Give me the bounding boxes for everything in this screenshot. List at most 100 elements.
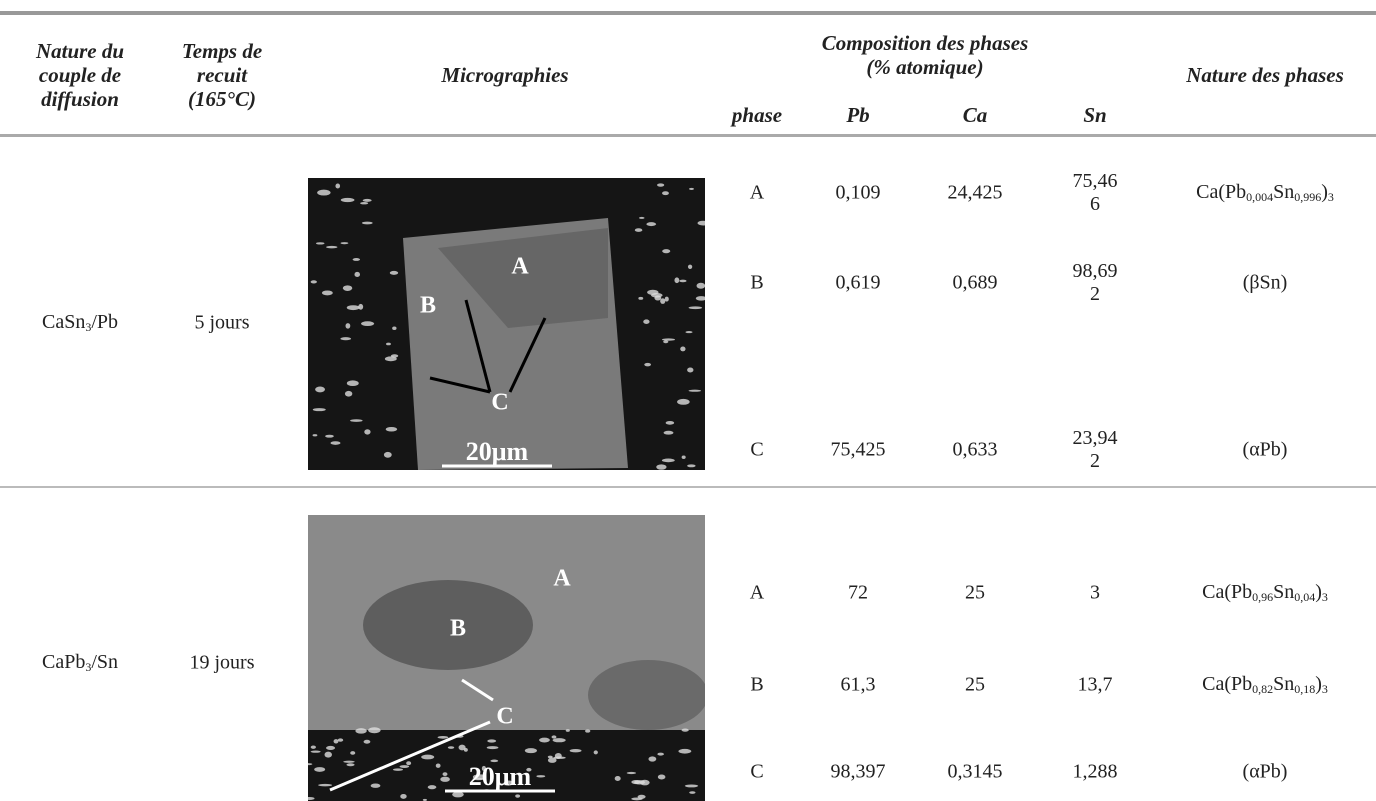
micrograph-speck: [315, 386, 326, 393]
micrograph-speck: [363, 739, 371, 744]
subscript: 0,04: [1294, 590, 1316, 605]
micrograph: A B C 20μm: [308, 515, 705, 801]
micrograph-speck: [647, 289, 659, 295]
micrograph-speck: [638, 296, 644, 300]
micrograph-speck: [385, 426, 398, 432]
cell-phase: C: [750, 760, 764, 783]
micrograph-speck: [637, 794, 646, 799]
cell-pb: 0,109: [835, 181, 881, 204]
couple: CaSn3/Pb: [42, 311, 118, 335]
header-temps-line: Temps de: [181, 38, 263, 63]
micrograph-speck: [678, 748, 692, 754]
micrograph-speck: [515, 794, 521, 798]
micrograph-speck: [326, 745, 336, 751]
micrograph-speck: [593, 750, 598, 755]
arrow: [464, 299, 492, 393]
micrograph-speck: [687, 367, 694, 373]
micrograph-speck: [361, 221, 373, 225]
cell-sn: 13,7: [1077, 673, 1113, 696]
cell-pb: 98,397: [830, 760, 886, 783]
micrograph-speck: [657, 183, 665, 187]
scale-bar-label: 20μm: [466, 437, 529, 466]
cell-sn: 23,942: [1072, 427, 1118, 472]
micrograph-speck: [343, 760, 355, 763]
formula-text: Ca(Pb: [1202, 673, 1253, 696]
micrograph-speck: [643, 319, 650, 324]
cell-ca: 0,689: [952, 271, 998, 294]
cell-phase: B: [750, 673, 764, 696]
header-composition-line: (% atomique): [866, 55, 984, 79]
top-rule: [0, 11, 1376, 15]
micrograph-speck: [688, 389, 702, 392]
micrograph-label: B: [450, 616, 466, 642]
cell-sn: 3: [1090, 581, 1100, 604]
cell-ca: 25: [965, 673, 985, 696]
formula-text: Sn: [1273, 181, 1295, 204]
subscript: 3: [85, 660, 92, 675]
micrograph-speck: [383, 451, 392, 458]
header-pb: Pb: [846, 102, 870, 127]
formula-text: CaSn: [41, 311, 86, 334]
formula-text: (αPb): [1242, 438, 1288, 461]
micrograph-speck: [660, 298, 666, 304]
micrograph-speck: [626, 771, 637, 775]
cell-ca: 0,633: [952, 438, 998, 461]
micrograph-speck: [346, 380, 359, 387]
micrograph-speck: [662, 191, 669, 196]
row-rule: [0, 486, 1376, 488]
subscript: 0,18: [1294, 682, 1316, 697]
nature: (αPb): [1243, 761, 1288, 784]
micrograph-speck: [551, 735, 557, 739]
formula-text: CaPb: [41, 651, 86, 674]
micrograph-dark: [308, 730, 705, 801]
arrow: [329, 720, 491, 792]
micrograph-speck: [354, 271, 361, 278]
micrograph-speck: [326, 245, 338, 249]
formula-text: Ca(Pb: [1196, 181, 1247, 204]
micrograph-speck: [310, 745, 316, 749]
micrograph-speck: [689, 187, 694, 190]
micrograph-speck: [421, 754, 435, 760]
subscript: 3: [1321, 590, 1328, 605]
subscript: 3: [1321, 682, 1328, 697]
micrograph-label: C: [491, 390, 508, 416]
micrograph-speck: [547, 757, 557, 763]
formula-text: Sn: [1273, 673, 1295, 696]
micrograph-speck: [315, 242, 325, 245]
formula-text: (βSn): [1242, 271, 1288, 294]
micrograph-speck: [679, 279, 687, 283]
header-sn: Sn: [1083, 102, 1107, 127]
micrograph-speck: [657, 774, 666, 780]
micrograph-speck: [333, 739, 339, 744]
cell-pb: 61,3: [840, 673, 876, 696]
micrograph-speck: [662, 338, 676, 341]
header-temps-line: (165°C): [188, 87, 256, 112]
header-couple-line: diffusion: [41, 87, 119, 112]
micrograph-speck: [324, 751, 332, 758]
micrograph-speck: [435, 763, 441, 768]
subscript: 0,82: [1252, 682, 1274, 697]
micrograph-speck: [312, 434, 318, 437]
arrow: [429, 376, 491, 394]
micrograph-speck: [663, 430, 674, 435]
micrograph-speck: [337, 738, 344, 742]
micrograph-speck: [490, 759, 499, 763]
cell-sn: 1,288: [1072, 760, 1118, 783]
micrograph-speck: [350, 751, 356, 755]
cell-phase: A: [749, 581, 765, 604]
temps: 5 jours: [194, 311, 250, 334]
micrograph-speck: [662, 249, 671, 254]
header-couple-line: couple de: [38, 62, 122, 87]
arrow: [461, 678, 494, 702]
cell-sn: 98,692: [1072, 260, 1118, 305]
header-composition: Composition des phases (% atomique): [822, 31, 1029, 79]
micrograph-speck: [536, 775, 546, 778]
micrograph-speck: [389, 270, 399, 275]
cell-pb: 75,425: [830, 438, 886, 461]
micrograph-speck: [310, 750, 321, 753]
micrograph-speck: [330, 441, 341, 445]
micrograph-speck: [487, 739, 497, 743]
micrograph-speck: [340, 242, 349, 245]
micrograph-speck: [406, 761, 412, 766]
